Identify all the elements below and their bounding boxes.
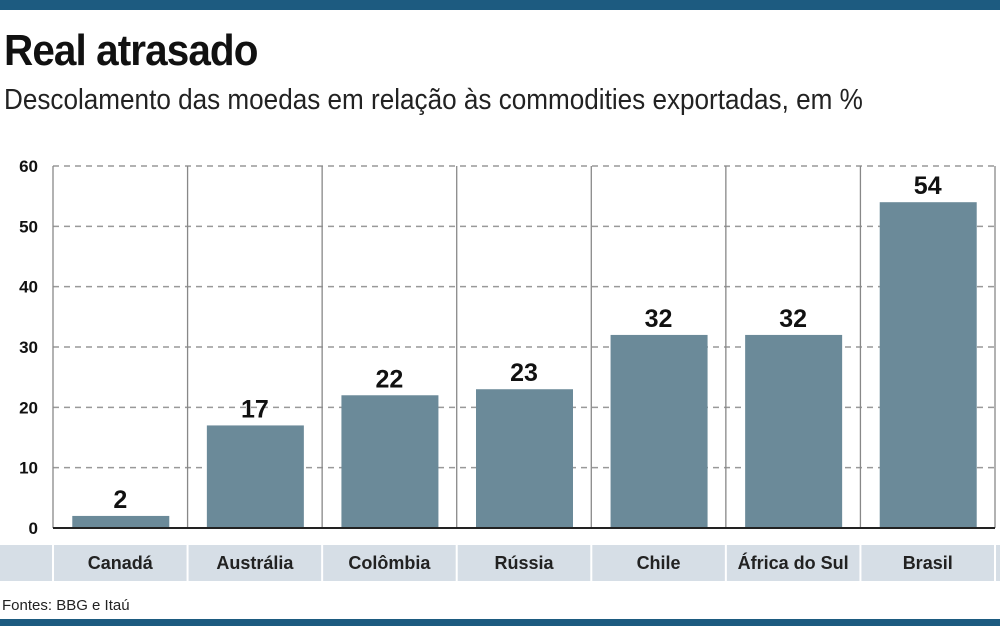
chart-title: Real atrasado [4, 26, 258, 75]
bar [476, 389, 573, 528]
top-accent-bar [0, 0, 1000, 10]
category-band [0, 545, 1000, 581]
data-label: 22 [376, 365, 404, 393]
data-label: 54 [914, 172, 942, 200]
data-label: 23 [510, 359, 538, 387]
category-label: Canadá [88, 553, 154, 573]
category-label: Chile [637, 553, 681, 573]
y-tick-label: 60 [19, 157, 38, 176]
y-tick-label: 30 [19, 338, 38, 357]
y-tick-label: 50 [19, 217, 38, 236]
category-label: Rússia [494, 553, 554, 573]
chart-subtitle: Descolamento das moedas em relação às co… [4, 84, 863, 116]
data-label: 32 [779, 305, 807, 333]
bottom-accent-bar [0, 619, 1000, 626]
category-label: África do Sul [738, 552, 849, 573]
category-label: Austrália [216, 553, 294, 573]
y-tick-label: 0 [29, 519, 38, 538]
bar [745, 334, 843, 528]
data-label: 2 [113, 486, 127, 514]
y-tick-label: 40 [19, 278, 38, 297]
category-label: Colômbia [348, 553, 431, 573]
bar [879, 202, 977, 528]
data-label: 17 [241, 395, 269, 423]
bar [72, 515, 170, 528]
source-note: Fontes: BBG e Itaú [2, 597, 130, 614]
bar [206, 425, 304, 528]
y-tick-label: 20 [19, 398, 38, 417]
bar [341, 395, 439, 528]
y-tick-label: 10 [19, 459, 38, 478]
bar [610, 334, 708, 528]
data-label: 32 [645, 305, 673, 333]
category-label: Brasil [903, 553, 953, 573]
